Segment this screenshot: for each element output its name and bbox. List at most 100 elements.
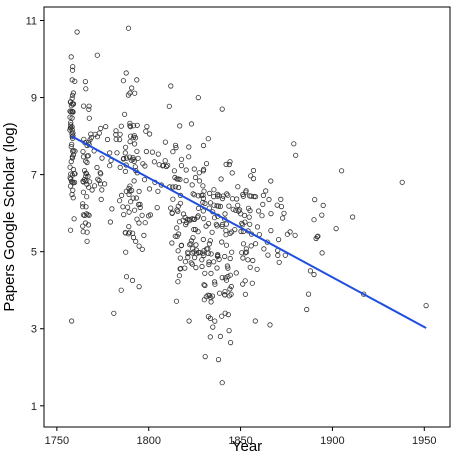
data-point (207, 238, 213, 244)
data-point (127, 154, 133, 160)
data-point (228, 283, 234, 290)
data-point (191, 192, 197, 198)
data-point (121, 155, 127, 162)
data-point (227, 159, 233, 165)
data-point (163, 163, 169, 170)
data-point (208, 270, 214, 276)
data-point (83, 158, 89, 164)
data-point (275, 237, 282, 243)
data-point (168, 83, 174, 89)
data-point (123, 249, 129, 255)
data-point (240, 281, 246, 287)
data-point (279, 215, 286, 221)
data-point (83, 178, 89, 184)
data-point (120, 78, 127, 84)
data-point (146, 186, 153, 192)
data-point (237, 207, 243, 213)
data-point (311, 217, 317, 223)
data-point (219, 274, 225, 281)
data-point (222, 288, 228, 295)
data-point (84, 238, 90, 244)
data-point (69, 77, 75, 83)
data-point (127, 90, 133, 96)
data-point (111, 310, 117, 316)
data-point (117, 131, 123, 137)
data-point (190, 191, 196, 197)
data-point (227, 255, 233, 262)
data-point (200, 183, 206, 189)
data-point (125, 25, 132, 31)
data-point (139, 212, 145, 218)
data-point (127, 124, 134, 130)
data-point (248, 173, 254, 179)
data-point (188, 238, 194, 244)
data-point (98, 196, 104, 202)
data-point (162, 139, 168, 145)
data-point (175, 248, 181, 254)
data-point (188, 260, 194, 266)
data-point (70, 187, 76, 193)
data-point (217, 203, 223, 209)
data-point (199, 263, 205, 270)
data-point (216, 193, 222, 199)
data-point (147, 131, 153, 137)
data-point (176, 273, 182, 279)
data-point (95, 176, 101, 182)
data-point (122, 150, 128, 156)
data-point (96, 177, 102, 184)
data-point (268, 211, 274, 217)
data-point (80, 223, 86, 229)
data-point (229, 249, 235, 255)
data-point (312, 197, 318, 203)
data-point (99, 155, 105, 161)
data-point (261, 246, 267, 252)
data-point (141, 177, 148, 183)
data-point (305, 291, 312, 297)
data-point (267, 322, 273, 328)
data-point (89, 187, 95, 193)
data-point (68, 159, 74, 165)
data-point (182, 265, 188, 271)
data-point (127, 183, 133, 189)
data-point (94, 164, 100, 171)
data-point (133, 238, 139, 244)
data-point (201, 188, 207, 194)
data-point (174, 176, 180, 182)
data-point (132, 207, 138, 213)
data-point (229, 170, 235, 176)
data-point (80, 229, 86, 235)
regression-line (71, 135, 427, 329)
data-point (83, 173, 89, 179)
data-point (134, 216, 140, 222)
data-point (122, 168, 129, 174)
data-point (143, 148, 149, 155)
data-point (72, 179, 78, 185)
data-point (176, 219, 183, 225)
data-point (196, 178, 203, 184)
data-point (84, 194, 90, 200)
data-point (107, 219, 114, 225)
data-point (199, 257, 205, 263)
data-point (80, 201, 86, 207)
data-point (349, 214, 356, 220)
data-point (85, 212, 91, 218)
data-point (225, 265, 231, 271)
data-point (142, 163, 148, 169)
data-point (268, 178, 274, 184)
data-point (226, 203, 232, 209)
data-point (219, 223, 225, 229)
data-point (223, 228, 229, 234)
data-point (133, 195, 139, 201)
data-point (123, 144, 129, 150)
data-point (201, 297, 207, 303)
data-point (83, 204, 89, 210)
data-point (200, 142, 207, 149)
data-point (222, 253, 228, 260)
data-point (176, 184, 182, 191)
data-point (171, 168, 177, 174)
data-point (315, 233, 321, 239)
data-point (86, 103, 92, 109)
x-tick-label: 1800 (136, 435, 160, 447)
data-point (126, 224, 132, 230)
data-point (205, 292, 211, 298)
